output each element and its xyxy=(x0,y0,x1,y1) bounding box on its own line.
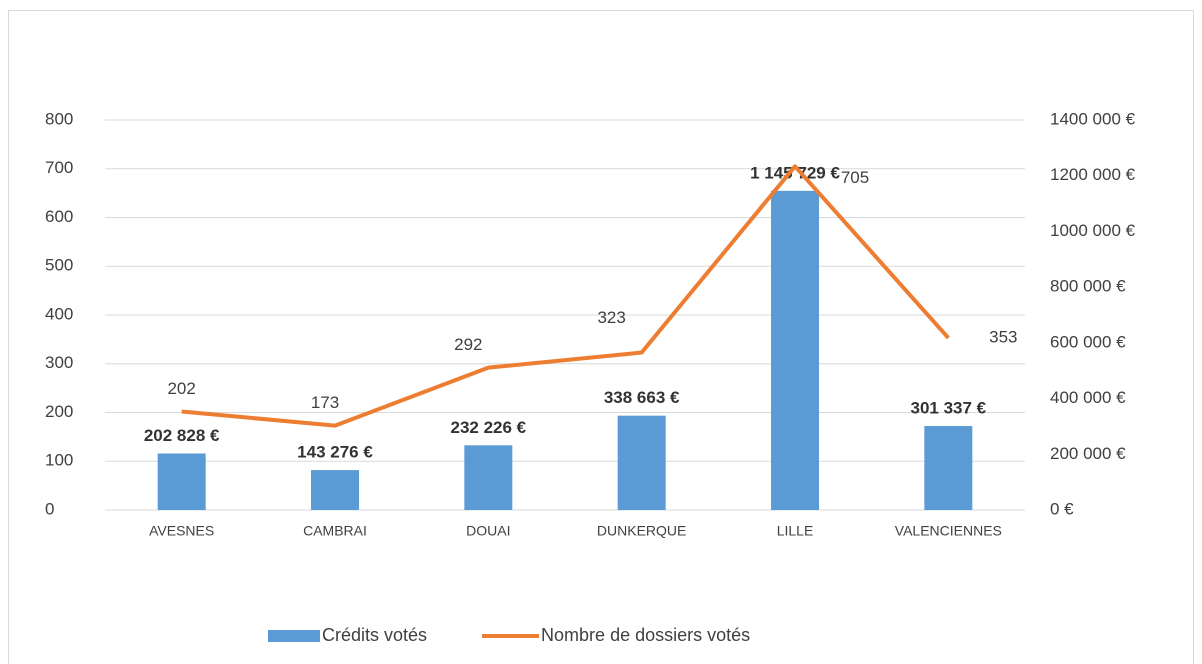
x-tick-label: DOUAI xyxy=(466,523,510,539)
bar-value-label: 1 145 729 € xyxy=(750,163,840,182)
legend-label: Crédits votés xyxy=(322,625,427,645)
y-tick-label: 0 xyxy=(45,499,54,518)
bar-value-label: 232 226 € xyxy=(451,418,527,437)
y-tick-label: 600 xyxy=(45,207,73,226)
x-tick-label: AVESNES xyxy=(149,523,214,539)
y2-tick-label: 400 000 € xyxy=(1050,388,1126,407)
x-tick-label: VALENCIENNES xyxy=(895,523,1002,539)
y2-tick-label: 600 000 € xyxy=(1050,332,1126,351)
y2-tick-label: 1400 000 € xyxy=(1050,109,1136,128)
line-value-label: 705 xyxy=(841,168,869,187)
y-tick-label: 100 xyxy=(45,451,73,470)
line-value-label: 323 xyxy=(597,308,625,327)
line-value-label: 292 xyxy=(454,335,482,354)
y-tick-label: 700 xyxy=(45,158,73,177)
x-tick-label: LILLE xyxy=(777,523,814,539)
bar xyxy=(617,415,666,510)
bar xyxy=(924,426,973,510)
y-tick-label: 200 xyxy=(45,402,73,421)
y-tick-label: 800 xyxy=(45,109,73,128)
line-value-label: 353 xyxy=(989,327,1017,346)
legend-swatch xyxy=(268,630,320,642)
line-value-label: 173 xyxy=(311,393,339,412)
x-tick-label: DUNKERQUE xyxy=(597,523,686,539)
bar-value-label: 143 276 € xyxy=(297,443,373,462)
y-tick-label: 400 xyxy=(45,304,73,323)
bar xyxy=(464,445,513,510)
chart-border xyxy=(8,10,1194,664)
y-tick-label: 500 xyxy=(45,256,73,275)
bar-value-label: 301 337 € xyxy=(911,399,987,418)
bar-value-label: 202 828 € xyxy=(144,426,220,445)
y-tick-label: 300 xyxy=(45,353,73,372)
bar xyxy=(157,453,206,510)
bar xyxy=(771,190,819,510)
y2-tick-label: 1000 000 € xyxy=(1050,221,1136,240)
y2-tick-label: 200 000 € xyxy=(1050,444,1126,463)
line-value-label: 202 xyxy=(167,379,195,398)
y2-tick-label: 1200 000 € xyxy=(1050,165,1136,184)
legend-label: Nombre de dossiers votés xyxy=(541,625,750,645)
bar-value-label: 338 663 € xyxy=(604,388,680,407)
x-tick-label: CAMBRAI xyxy=(303,523,367,539)
bar xyxy=(311,470,359,510)
line xyxy=(181,164,950,428)
y2-tick-label: 0 € xyxy=(1050,499,1074,518)
y2-tick-label: 800 000 € xyxy=(1050,277,1126,296)
